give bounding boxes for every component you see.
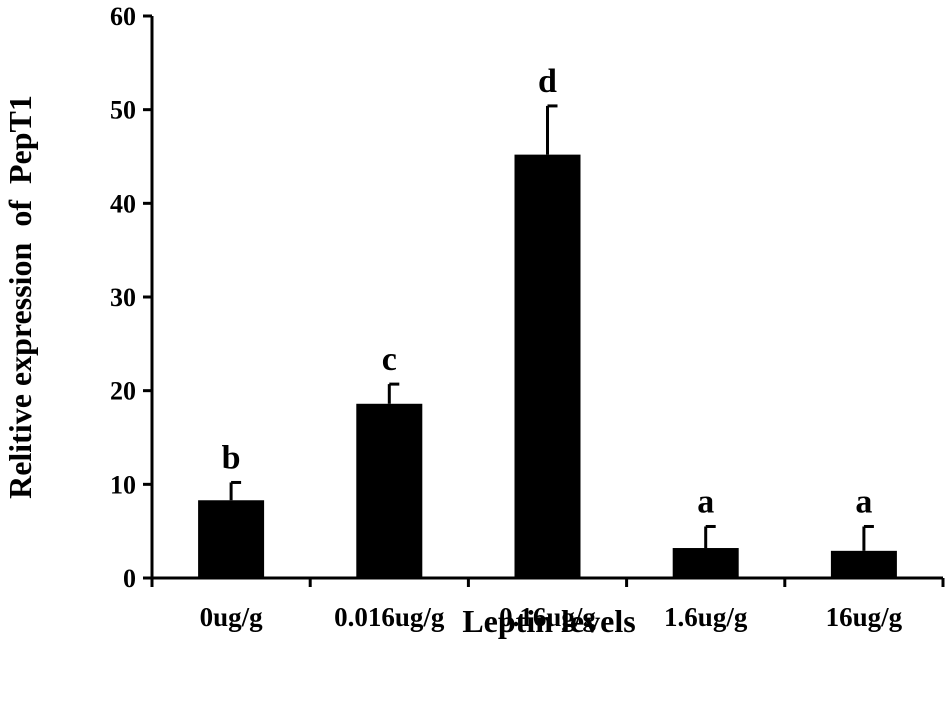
- y-tick-label: 10: [110, 470, 136, 499]
- bar: [356, 403, 423, 578]
- y-tick-label: 20: [110, 377, 136, 406]
- y-tick-label: 50: [110, 96, 136, 125]
- x-category-label: 1.6ug/g: [664, 602, 748, 632]
- bars-layer: [198, 154, 897, 579]
- y-tick-label: 40: [110, 189, 136, 218]
- y-ticks: 0 10 20 30 40 50 60: [110, 2, 152, 593]
- x-category-label: 0.016ug/g: [334, 602, 445, 632]
- x-category-label: 16ug/g: [826, 602, 903, 632]
- y-axis-title: Relitive expression of PepT1: [2, 95, 38, 499]
- bar: [830, 550, 897, 578]
- y-tick-label: 0: [123, 564, 136, 593]
- significance-label: c: [382, 341, 397, 378]
- bar: [514, 154, 581, 579]
- significance-label: a: [855, 483, 872, 520]
- bar: [672, 548, 739, 578]
- error-bars-layer: [229, 104, 874, 551]
- x-category-label: 0ug/g: [200, 602, 264, 632]
- x-axis-title: Leptin levels: [462, 603, 635, 639]
- significance-label: d: [538, 63, 557, 100]
- bar: [198, 500, 265, 578]
- y-tick-label: 30: [110, 283, 136, 312]
- x-ticks: 0ug/g 0.016ug/g 0.16ug/g 1.6ug/g 16ug/g: [150, 578, 945, 632]
- x-category-label: 0.16ug/g: [499, 602, 596, 632]
- y-tick-label: 60: [110, 2, 136, 31]
- significance-labels: b c d a a: [222, 63, 873, 521]
- significance-label: b: [222, 439, 241, 476]
- significance-label: a: [697, 483, 714, 520]
